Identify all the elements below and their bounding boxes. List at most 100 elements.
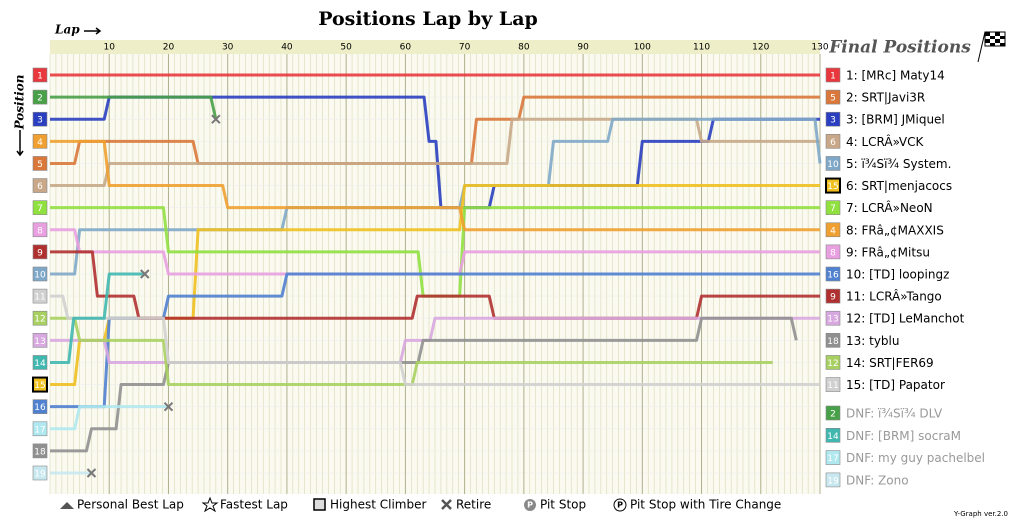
start-box bbox=[32, 333, 48, 348]
legend-label: 15: [TD] Papator bbox=[846, 378, 945, 392]
legend-title: Final Positions bbox=[828, 38, 971, 58]
legend-label: 14: SRT|FER69 bbox=[846, 356, 934, 370]
start-box bbox=[32, 310, 48, 326]
legend-start: 5 bbox=[830, 94, 836, 104]
x-tick-label: 130 bbox=[811, 43, 828, 53]
legend-box bbox=[825, 200, 841, 215]
start-box bbox=[32, 376, 48, 393]
legend-item: Highest Climber bbox=[330, 498, 426, 512]
legend-label: DNF: ï¾Sï¾ DLV bbox=[846, 407, 943, 421]
position-line bbox=[50, 316, 773, 387]
legend-label: 4: LCRÂ»VCK bbox=[846, 134, 925, 149]
legend-start: 3 bbox=[830, 116, 836, 126]
start-box bbox=[32, 89, 48, 105]
start-label: 19 bbox=[34, 470, 46, 480]
legend-start: 17 bbox=[827, 454, 838, 464]
legend-start: 15 bbox=[827, 182, 838, 192]
position-line bbox=[50, 272, 820, 409]
start-box bbox=[32, 288, 48, 304]
legend-label: 11: LCRÂ»Tango bbox=[846, 289, 942, 304]
legend-label: 6: SRT|menjacocs bbox=[846, 179, 952, 193]
start-label: 17 bbox=[34, 425, 45, 435]
start-box bbox=[32, 67, 48, 83]
position-line bbox=[50, 272, 145, 364]
start-label: 10 bbox=[34, 271, 46, 281]
legend-start: 1 bbox=[830, 72, 836, 82]
legend-box bbox=[825, 450, 841, 465]
x-tick-label: 80 bbox=[518, 43, 530, 53]
legend-item: Personal Best Lap bbox=[77, 498, 184, 512]
legend-box bbox=[825, 89, 841, 105]
legend-start: 13 bbox=[827, 315, 838, 325]
start-box bbox=[32, 156, 48, 171]
legend-start: 19 bbox=[827, 476, 839, 486]
legend-box bbox=[825, 244, 841, 260]
legend-box bbox=[825, 177, 841, 194]
legend-label: 12: [TD] LeManchot bbox=[846, 312, 965, 326]
legend-box bbox=[825, 134, 841, 149]
retire-mark bbox=[163, 401, 174, 412]
legend-label: 2: SRT|Javi3R bbox=[846, 91, 925, 105]
legend-label: DNF: [BRM] socraM bbox=[846, 429, 961, 443]
start-box bbox=[32, 421, 48, 437]
position-line bbox=[50, 95, 218, 120]
legend-item: Retire bbox=[456, 498, 491, 512]
x-tick-label: 70 bbox=[459, 43, 471, 53]
legend-start: 18 bbox=[827, 337, 839, 347]
legend-label: 1: [MRc] Maty14 bbox=[846, 69, 945, 83]
legend-start: 6 bbox=[830, 138, 836, 148]
legend-box bbox=[825, 67, 841, 83]
legend-start: 12 bbox=[827, 359, 838, 369]
start-box bbox=[32, 443, 48, 459]
legend-box bbox=[825, 156, 841, 171]
legend-label: 7: LCRÂ»NeoN bbox=[846, 200, 933, 215]
x-tick-label: 90 bbox=[577, 43, 589, 53]
start-label: 12 bbox=[34, 315, 45, 325]
legend-box bbox=[825, 111, 841, 127]
footer: Y-Graph ver.2.0 bbox=[953, 510, 1008, 518]
legend-box bbox=[825, 405, 841, 421]
start-box bbox=[32, 111, 48, 127]
legend-box bbox=[825, 288, 841, 304]
legend-box bbox=[825, 266, 841, 282]
x-axis-label: Lap bbox=[54, 23, 80, 37]
x-tick-label: 10 bbox=[104, 43, 116, 53]
legend-start: 11 bbox=[827, 381, 838, 391]
start-label: 16 bbox=[34, 403, 46, 413]
start-label: 4 bbox=[37, 138, 43, 148]
svg-text:P: P bbox=[617, 501, 623, 510]
retire-mark bbox=[86, 468, 97, 478]
position-line bbox=[50, 139, 820, 232]
start-label: 14 bbox=[34, 359, 46, 369]
x-arrow bbox=[84, 27, 102, 35]
start-label: 6 bbox=[37, 182, 43, 192]
bottom-legend: P P Personal Best Lap Fastest Lap Highest … bbox=[60, 496, 781, 513]
legend-label: 9: FRâ„¢Mitsu bbox=[846, 245, 930, 259]
legend-start: 14 bbox=[827, 432, 839, 442]
legend-box bbox=[825, 355, 841, 370]
legend-box bbox=[825, 310, 841, 326]
start-label: 13 bbox=[34, 337, 45, 347]
start-label: 5 bbox=[37, 160, 43, 170]
start-label: 7 bbox=[37, 204, 43, 214]
y-axis-label: Position bbox=[13, 75, 27, 131]
flag bbox=[977, 31, 1006, 63]
legend-label: DNF: Zono bbox=[846, 473, 909, 487]
legend-start: 4 bbox=[830, 226, 836, 236]
legend-box bbox=[825, 377, 841, 392]
start-label: 8 bbox=[37, 226, 43, 236]
start-label: 3 bbox=[37, 116, 43, 126]
x-tick-label: 120 bbox=[752, 43, 769, 53]
legend-label: DNF: my guy pachelbel bbox=[846, 451, 985, 465]
x-tick-label: 110 bbox=[693, 43, 710, 53]
legend-label: 10: [TD] loopingz bbox=[846, 268, 949, 282]
start-label: 15 bbox=[34, 381, 45, 391]
x-tick-label: 100 bbox=[634, 43, 651, 53]
start-box bbox=[32, 134, 48, 149]
start-box bbox=[32, 355, 48, 370]
legend-label: 13: tyblu bbox=[846, 334, 900, 348]
legend-label: 3: [BRM] JMiquel bbox=[846, 113, 945, 127]
start-box bbox=[32, 465, 48, 481]
start-label: 9 bbox=[37, 248, 43, 258]
legend-box bbox=[825, 333, 841, 348]
